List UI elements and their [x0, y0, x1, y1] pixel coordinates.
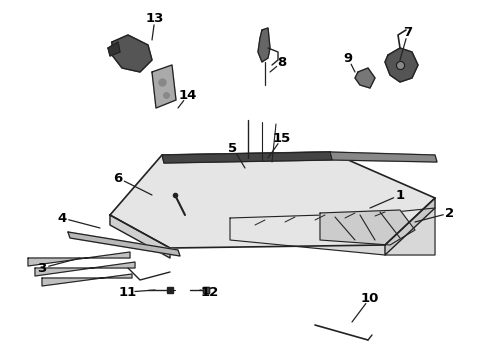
Text: 15: 15	[273, 131, 291, 144]
Text: 6: 6	[113, 171, 122, 185]
Polygon shape	[320, 210, 415, 245]
Polygon shape	[230, 208, 435, 255]
Polygon shape	[28, 252, 130, 266]
Text: 14: 14	[179, 89, 197, 102]
Polygon shape	[110, 152, 435, 248]
Polygon shape	[112, 35, 152, 72]
Text: 8: 8	[277, 55, 287, 68]
Polygon shape	[385, 48, 418, 82]
Text: 10: 10	[361, 292, 379, 305]
Polygon shape	[42, 274, 132, 286]
Text: 7: 7	[403, 26, 413, 39]
Text: 3: 3	[37, 261, 47, 275]
Polygon shape	[258, 28, 270, 62]
Polygon shape	[110, 215, 170, 258]
Polygon shape	[385, 198, 435, 255]
Polygon shape	[355, 68, 375, 88]
Polygon shape	[162, 152, 332, 163]
Polygon shape	[35, 262, 135, 276]
Text: 13: 13	[146, 12, 164, 24]
Text: 4: 4	[57, 212, 67, 225]
Text: 5: 5	[228, 141, 238, 154]
Polygon shape	[152, 65, 176, 108]
Text: 12: 12	[201, 285, 219, 298]
Polygon shape	[108, 42, 120, 56]
Text: 1: 1	[395, 189, 405, 202]
Text: 9: 9	[343, 51, 353, 64]
Polygon shape	[68, 232, 180, 256]
Text: 11: 11	[119, 285, 137, 298]
Text: 2: 2	[445, 207, 455, 220]
Polygon shape	[330, 152, 437, 162]
